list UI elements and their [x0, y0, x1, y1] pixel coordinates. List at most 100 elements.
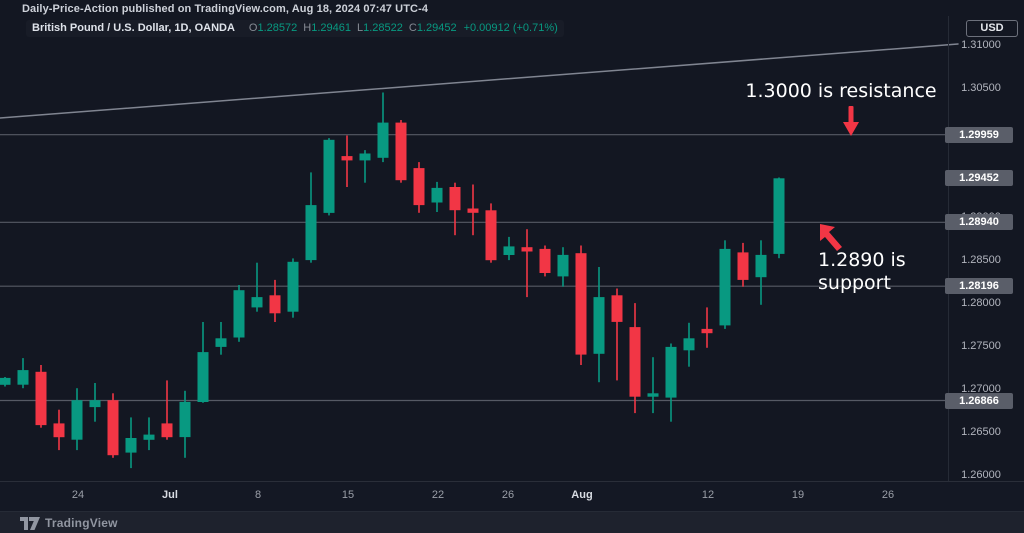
candle — [53, 409, 65, 451]
high-value: 1.29461 — [311, 22, 351, 34]
candle-body — [89, 400, 101, 408]
candle-body — [161, 423, 173, 438]
price-level-label: 1.29452 — [945, 170, 1013, 187]
candle — [485, 203, 497, 263]
candle-body — [35, 371, 47, 426]
candle — [467, 184, 479, 236]
candle-body — [0, 377, 11, 385]
candle-body — [107, 400, 119, 456]
tradingview-logo[interactable]: TradingView — [20, 516, 118, 530]
bottom-bar: TradingView — [0, 511, 1024, 533]
candle-body — [467, 208, 479, 213]
price-axis[interactable]: 1.310001.305001.290001.285001.280001.275… — [945, 16, 1024, 481]
candle-body — [233, 290, 245, 338]
candle — [701, 307, 713, 348]
candle-body — [485, 210, 497, 261]
candle-body — [503, 246, 515, 255]
candle-body — [737, 252, 749, 280]
candle — [737, 242, 749, 287]
candle-body — [53, 423, 65, 438]
trendline[interactable] — [0, 43, 959, 119]
candle-body — [287, 261, 299, 312]
symbol-legend[interactable]: British Pound / U.S. Dollar, 1D, OANDA O 1… — [26, 20, 564, 37]
price-axis-border — [948, 16, 949, 481]
support-annotation[interactable]: 1.2890 is support — [818, 249, 906, 295]
change-value: +0.00912 (+0.71%) — [463, 22, 558, 34]
time-axis[interactable]: 24 Jul 8 15 22 26 Aug 12 19 26 — [0, 481, 1024, 511]
price-level-label: 1.29959 — [945, 126, 1013, 143]
candle — [161, 380, 173, 440]
candle-body — [377, 122, 389, 158]
low-value: 1.28522 — [363, 22, 403, 34]
candle-body — [359, 153, 371, 161]
candle — [305, 172, 317, 263]
candle-body — [71, 400, 83, 440]
candle — [719, 240, 731, 329]
candle-body — [449, 187, 461, 211]
candle — [35, 365, 47, 428]
candle-body — [197, 352, 209, 402]
candle-body — [575, 253, 587, 355]
candle-body — [701, 328, 713, 334]
price-axis-label: 1.31000 — [961, 39, 1001, 52]
resistance-annotation[interactable]: 1.3000 is resistance — [745, 80, 937, 103]
candle — [629, 303, 641, 414]
candle-body — [395, 122, 407, 181]
candle — [17, 358, 29, 389]
candle — [431, 181, 443, 212]
candle-body — [341, 156, 353, 161]
attribution-text: Daily-Price-Action published on TradingV… — [22, 3, 429, 15]
candle-body — [611, 295, 623, 322]
candles — [0, 92, 785, 469]
candle-body — [17, 370, 29, 385]
candle-body — [215, 338, 227, 347]
resistance-annotation-text: 1.3000 is resistance — [745, 80, 937, 102]
candle — [773, 177, 785, 259]
symbol-title: British Pound / U.S. Dollar, 1D, OANDA — [32, 22, 235, 34]
candle — [71, 388, 83, 451]
candle-body — [647, 393, 659, 397]
candle-body — [323, 139, 335, 213]
time-axis-label: 22 — [431, 489, 445, 501]
candle — [557, 247, 569, 287]
currency-usd-button[interactable]: USD — [966, 20, 1018, 37]
price-axis-label: 1.28500 — [961, 254, 1001, 267]
candle — [359, 150, 371, 183]
candle — [611, 288, 623, 381]
candle-body — [593, 297, 605, 354]
candle — [503, 236, 515, 261]
time-axis-label: 24 — [71, 489, 85, 501]
candle — [395, 120, 407, 183]
candle — [125, 417, 137, 469]
candle — [377, 92, 389, 163]
candle-body — [521, 247, 533, 252]
open-label: O — [248, 22, 258, 34]
candle — [287, 258, 299, 318]
candle-body — [125, 438, 137, 453]
time-axis-label: 26 — [501, 489, 515, 501]
candle-body — [413, 168, 425, 206]
price-axis-label: 1.26000 — [961, 469, 1001, 481]
candle — [251, 262, 263, 312]
candle-body — [719, 248, 731, 326]
resistance-arrow-icon[interactable] — [843, 106, 859, 136]
candle-body — [179, 401, 191, 438]
candle-body — [755, 254, 767, 278]
candle — [233, 285, 245, 342]
tradingview-logo-icon — [20, 516, 40, 530]
candle — [89, 383, 101, 422]
close-label: C — [408, 22, 417, 34]
support-arrow-icon[interactable] — [820, 224, 842, 251]
time-axis-label: 8 — [254, 489, 262, 501]
candle — [647, 357, 659, 414]
support-annotation-line2: support — [818, 272, 891, 294]
price-level-label: 1.28940 — [945, 214, 1013, 231]
close-value: 1.29452 — [416, 22, 457, 34]
candle — [593, 267, 605, 383]
candle — [323, 138, 335, 216]
candle-body — [665, 346, 677, 398]
candle — [215, 322, 227, 355]
candle — [143, 417, 155, 451]
candle — [413, 162, 425, 213]
